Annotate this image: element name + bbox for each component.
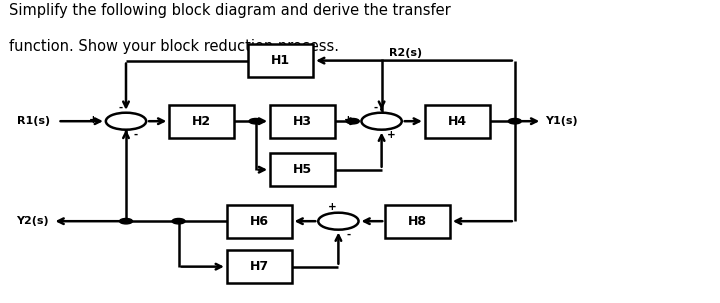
FancyBboxPatch shape <box>227 250 292 283</box>
FancyBboxPatch shape <box>270 153 335 186</box>
Text: Y2(s): Y2(s) <box>17 216 49 226</box>
Text: -: - <box>374 102 378 112</box>
Circle shape <box>120 218 132 224</box>
Text: function. Show your block reduction process.: function. Show your block reduction proc… <box>9 39 338 55</box>
Text: H3: H3 <box>293 115 312 128</box>
Circle shape <box>318 213 359 230</box>
FancyBboxPatch shape <box>425 105 490 138</box>
Text: H4: H4 <box>448 115 467 128</box>
Text: -: - <box>346 230 351 240</box>
FancyBboxPatch shape <box>385 205 450 238</box>
Circle shape <box>106 113 146 130</box>
Text: Simplify the following block diagram and derive the transfer: Simplify the following block diagram and… <box>9 3 451 18</box>
Circle shape <box>346 118 359 124</box>
Text: R2(s): R2(s) <box>389 48 422 58</box>
FancyBboxPatch shape <box>270 105 335 138</box>
Text: H6: H6 <box>250 215 269 228</box>
Circle shape <box>249 118 262 124</box>
Text: H1: H1 <box>271 54 290 67</box>
Circle shape <box>172 218 185 224</box>
Text: -: - <box>118 102 122 112</box>
Circle shape <box>508 118 521 124</box>
Text: H8: H8 <box>408 215 427 228</box>
FancyBboxPatch shape <box>169 105 234 138</box>
Text: H7: H7 <box>250 260 269 273</box>
Text: H5: H5 <box>293 163 312 176</box>
Text: -: - <box>134 130 138 140</box>
Text: +: + <box>89 115 97 125</box>
FancyBboxPatch shape <box>248 44 313 77</box>
Text: R1(s): R1(s) <box>17 116 50 126</box>
Text: Y1(s): Y1(s) <box>545 116 577 126</box>
Text: H2: H2 <box>192 115 211 128</box>
FancyBboxPatch shape <box>227 205 292 238</box>
Text: +: + <box>387 130 396 140</box>
Text: +: + <box>344 115 353 125</box>
Circle shape <box>361 113 402 130</box>
Text: +: + <box>328 202 337 212</box>
